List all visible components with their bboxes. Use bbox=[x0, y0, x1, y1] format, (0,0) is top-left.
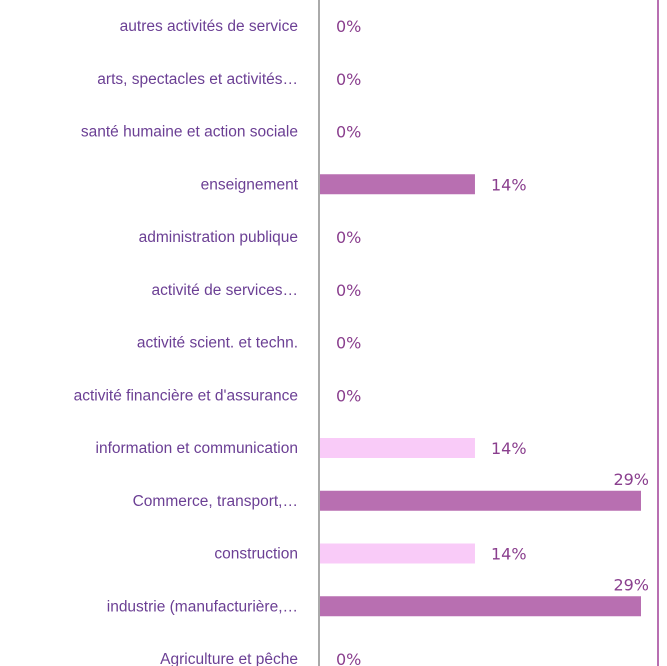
category-label: santé humaine et action sociale bbox=[81, 124, 298, 141]
bar bbox=[320, 596, 641, 617]
value-label: 14% bbox=[491, 175, 527, 194]
category-label: arts, spectacles et activités… bbox=[97, 71, 298, 88]
bar bbox=[320, 543, 475, 564]
value-label: 14% bbox=[491, 439, 527, 458]
value-label: 29% bbox=[613, 575, 649, 594]
category-label: industrie (manufacturière,… bbox=[107, 598, 298, 615]
category-label: Commerce, transport,… bbox=[133, 493, 298, 510]
category-label: activité financière et d'assurance bbox=[74, 387, 298, 404]
category-label: activité de services… bbox=[152, 282, 298, 299]
category-label: Agriculture et pêche bbox=[160, 651, 298, 666]
category-labels: autres activités de service arts, spectac… bbox=[74, 18, 299, 666]
value-label: 0% bbox=[336, 228, 361, 247]
category-label: activité scient. et techn. bbox=[137, 335, 298, 352]
value-label: 0% bbox=[336, 70, 361, 89]
value-label: 14% bbox=[491, 545, 527, 564]
category-label: administration publique bbox=[139, 229, 298, 246]
value-label: 0% bbox=[336, 123, 361, 142]
value-label: 0% bbox=[336, 650, 361, 666]
category-label: construction bbox=[214, 546, 298, 563]
value-label: 0% bbox=[336, 334, 361, 353]
category-label: information et communication bbox=[96, 440, 298, 457]
value-labels: 0% 0% 0% 14% 0% 0% 0% 0% 14% 29% 14% 29% 0% bbox=[336, 17, 649, 666]
value-label: 29% bbox=[613, 470, 649, 489]
bar bbox=[320, 490, 641, 511]
value-label: 0% bbox=[336, 17, 361, 36]
bars-group bbox=[320, 174, 641, 617]
value-label: 0% bbox=[336, 386, 361, 405]
category-label: autres activités de service bbox=[120, 18, 298, 35]
bar bbox=[320, 438, 475, 458]
value-label: 0% bbox=[336, 281, 361, 300]
category-label: enseignement bbox=[201, 176, 299, 193]
bar bbox=[320, 174, 475, 195]
